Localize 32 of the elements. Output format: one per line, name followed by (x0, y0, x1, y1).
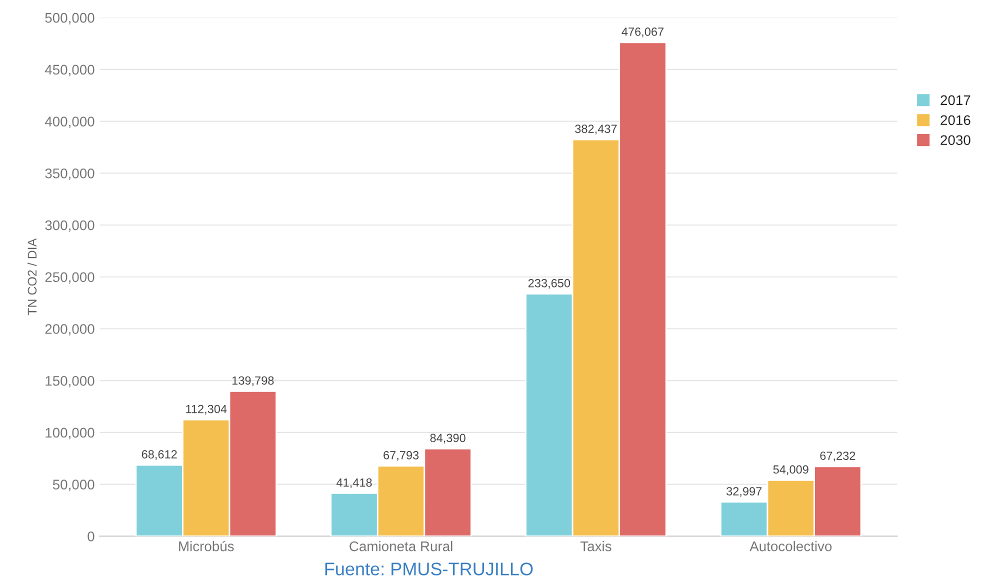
data-label: 54,009 (773, 465, 808, 476)
x-tick-label: Microbús (179, 540, 234, 552)
y-tick-label: 400,000 (44, 116, 94, 128)
data-label: 84,390 (430, 434, 466, 444)
data-label: 382,437 (575, 124, 617, 134)
y-tick-label: 450,000 (44, 64, 94, 76)
data-label: 233,650 (528, 278, 570, 289)
data-label: 41,418 (336, 478, 372, 488)
y-tick-label: 350,000 (45, 168, 94, 180)
legend-label: 2016 (940, 115, 970, 126)
y-tick-label: 0 (88, 532, 94, 542)
source-note: Fuente: PMUS-TRUJILLO (325, 562, 533, 576)
y-tick-label: 100,000 (46, 428, 94, 440)
legend-label: 2030 (940, 135, 970, 146)
y-tick-label: 150,000 (46, 376, 94, 388)
data-label: 139,798 (232, 376, 274, 386)
data-label: 32,997 (726, 487, 762, 497)
y-tick-label: 200,000 (45, 324, 94, 336)
legend-label: 2017 (940, 95, 970, 106)
x-tick-label: Camioneta Rural (350, 541, 452, 552)
x-tick-label: Autocolectivo (750, 541, 832, 552)
y-tick-label: 250,000 (45, 272, 94, 284)
y-axis-title: TN CO2 / DIA (27, 238, 37, 316)
y-tick-label: 500,000 (45, 12, 94, 24)
data-label: 67,793 (384, 451, 419, 461)
y-tick-label: 50,000 (52, 480, 94, 492)
data-label: 67,232 (820, 452, 856, 462)
y-tick-label: 300,000 (45, 220, 94, 232)
data-label: 68,612 (142, 450, 177, 460)
data-label: 112,304 (186, 404, 227, 415)
data-label: 476,067 (622, 28, 664, 38)
x-tick-label: Taxis (580, 541, 612, 552)
